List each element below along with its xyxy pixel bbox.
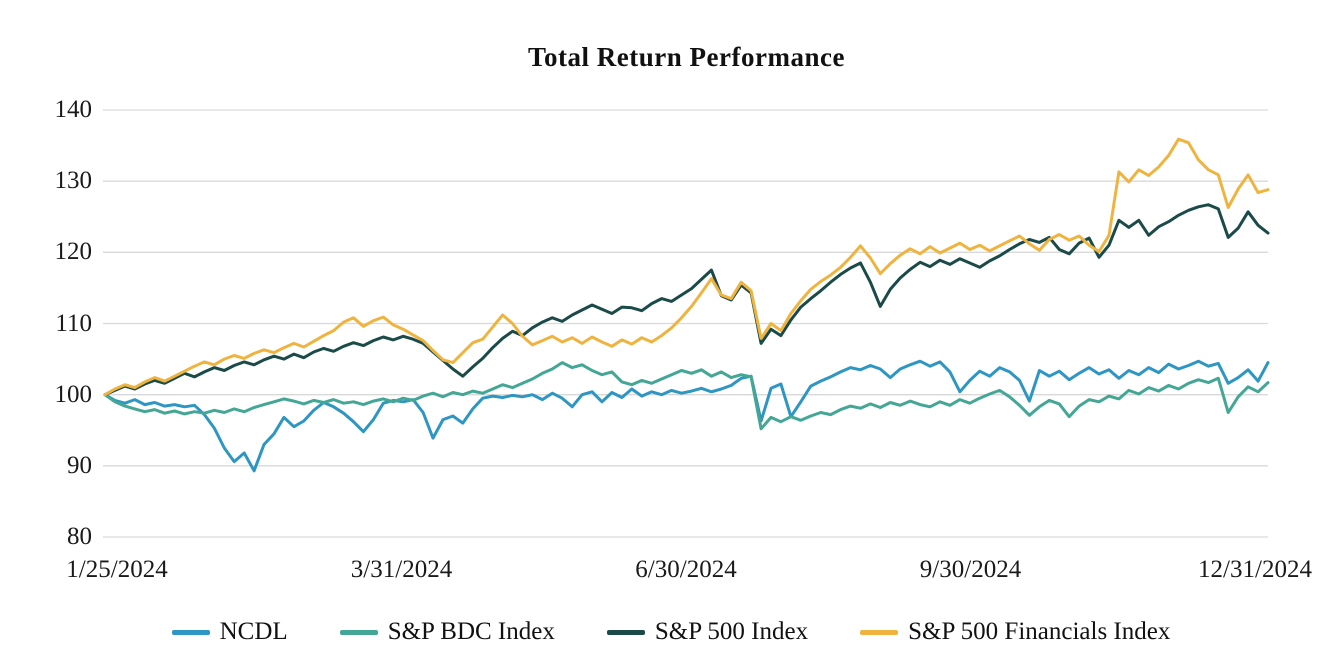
x-axis-tick-label: 6/30/2024 — [635, 556, 737, 583]
x-axis-tick-label: 1/25/2024 — [66, 556, 168, 583]
x-axis-tick-label: 3/31/2024 — [350, 556, 453, 583]
y-axis-tick-label: 90 — [67, 451, 92, 479]
x-axis-tick-label: 12/31/2024 — [1198, 556, 1312, 583]
legend-item-s-p-bdc-index: S&P BDC Index — [339, 618, 555, 646]
legend-item-s-p-500-financials-index: S&P 500 Financials Index — [860, 618, 1170, 646]
chart-title: Total Return Performance — [528, 42, 845, 72]
y-axis-tick-label: 110 — [55, 309, 92, 337]
series-line-ncdl — [103, 359, 1270, 473]
legend-swatch — [860, 629, 899, 635]
legend-item-ncdl: NCDL — [171, 618, 288, 646]
legend-swatch — [171, 629, 210, 635]
series-line-s-p-500-index — [103, 203, 1270, 397]
series-line-s-p-bdc-index — [103, 361, 1270, 431]
y-axis-tick-label: 80 — [67, 523, 92, 550]
y-axis-tick-label: 130 — [54, 167, 93, 195]
y-axis-tick-label: 120 — [54, 238, 93, 266]
legend-item-s-p-500-index: S&P 500 Index — [606, 618, 809, 646]
series-line-s-p-500-financials-index — [103, 137, 1270, 397]
y-axis-tick-label: 100 — [54, 380, 93, 408]
legend-swatch — [606, 629, 645, 635]
x-axis-tick-label: 9/30/2024 — [919, 556, 1022, 583]
legend: NCDL S&P BDC Index S&P 500 Index S&P 500 Fi… — [0, 618, 1342, 646]
legend-swatch — [339, 629, 378, 635]
legend-label: S&P 500 Financials Index — [908, 618, 1171, 645]
legend-label: NCDL — [219, 618, 288, 645]
legend-label: S&P 500 Index — [654, 618, 809, 645]
y-axis-tick-label: 140 — [54, 96, 93, 123]
legend-label: S&P BDC Index — [387, 618, 555, 645]
